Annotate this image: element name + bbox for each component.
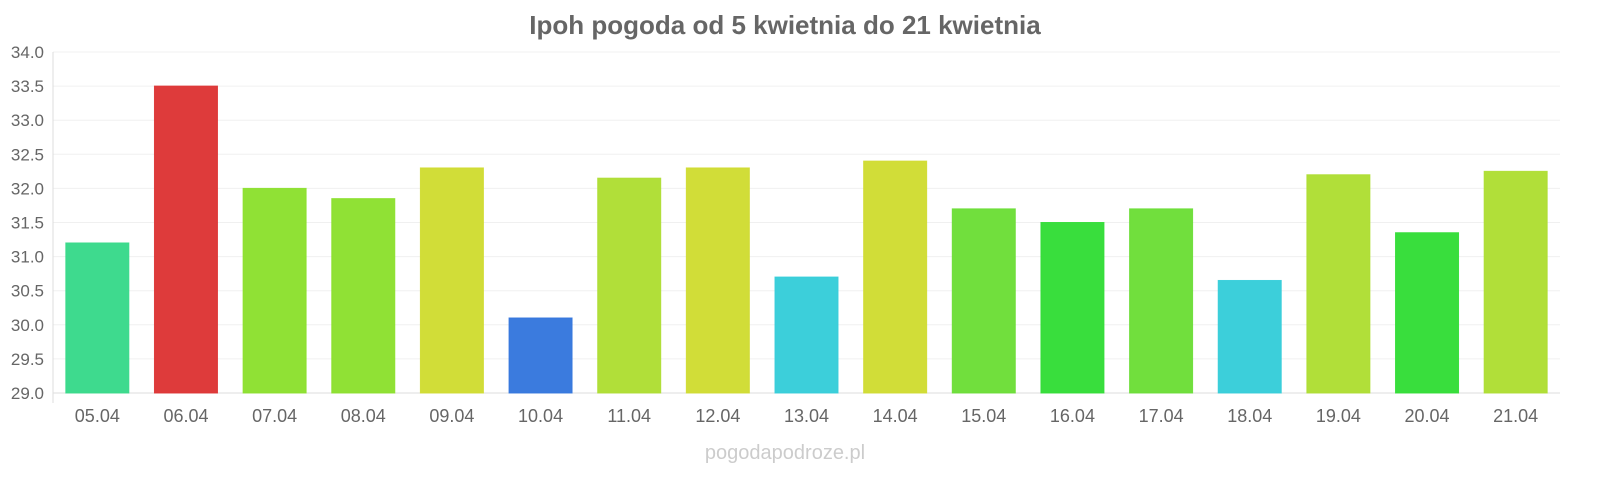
x-tick-label: 14.04 — [873, 406, 918, 426]
x-tick-label: 09.04 — [429, 406, 474, 426]
y-tick-label: 29.0 — [11, 384, 44, 403]
y-tick-label: 31.5 — [11, 214, 44, 233]
x-tick-label: 07.04 — [252, 406, 297, 426]
y-tick-label: 34.0 — [11, 43, 44, 62]
bar-06.04 — [153, 85, 218, 394]
bar-08.04 — [331, 198, 396, 394]
bar-21.04 — [1483, 170, 1548, 394]
bar-15.04 — [951, 208, 1016, 394]
bar-17.04 — [1129, 208, 1194, 394]
x-tick-label: 17.04 — [1139, 406, 1184, 426]
chart-title: Ipoh pogoda od 5 kwietnia do 21 kwietnia — [529, 10, 1041, 40]
y-tick-label: 30.5 — [11, 282, 44, 301]
bar-13.04 — [774, 276, 839, 394]
x-tick-label: 05.04 — [75, 406, 120, 426]
x-tick-label: 08.04 — [341, 406, 386, 426]
x-tick-label: 12.04 — [695, 406, 740, 426]
x-tick-label: 16.04 — [1050, 406, 1095, 426]
y-tick-label: 32.5 — [11, 145, 44, 164]
x-tick-label: 19.04 — [1316, 406, 1361, 426]
bar-10.04 — [508, 317, 573, 394]
x-tick-label: 06.04 — [163, 406, 208, 426]
x-tick-label: 21.04 — [1493, 406, 1538, 426]
x-tick-label: 11.04 — [607, 406, 651, 426]
y-tick-label: 31.0 — [11, 248, 44, 267]
bar-18.04 — [1217, 279, 1282, 394]
bar-11.04 — [597, 177, 662, 394]
x-tick-label: 20.04 — [1405, 406, 1450, 426]
watermark: pogodapodroze.pl — [704, 442, 866, 464]
y-tick-label: 32.0 — [11, 179, 44, 198]
y-tick-label: 33.5 — [11, 77, 44, 96]
x-tick-label: 10.04 — [518, 406, 563, 426]
y-tick-label: 29.5 — [11, 350, 44, 369]
y-tick-label: 30.0 — [11, 316, 44, 335]
bar-12.04 — [685, 167, 750, 394]
x-tick-label: 18.04 — [1227, 406, 1272, 426]
x-tick-label: 15.04 — [961, 406, 1006, 426]
bar-07.04 — [242, 187, 307, 394]
bar-16.04 — [1040, 222, 1105, 394]
x-tick-label: 13.04 — [784, 406, 829, 426]
bar-20.04 — [1395, 232, 1460, 394]
y-tick-label: 33.0 — [11, 111, 44, 130]
bar-05.04 — [65, 242, 130, 394]
bar-19.04 — [1306, 174, 1371, 394]
bar-09.04 — [419, 167, 484, 394]
bar-14.04 — [863, 160, 928, 394]
